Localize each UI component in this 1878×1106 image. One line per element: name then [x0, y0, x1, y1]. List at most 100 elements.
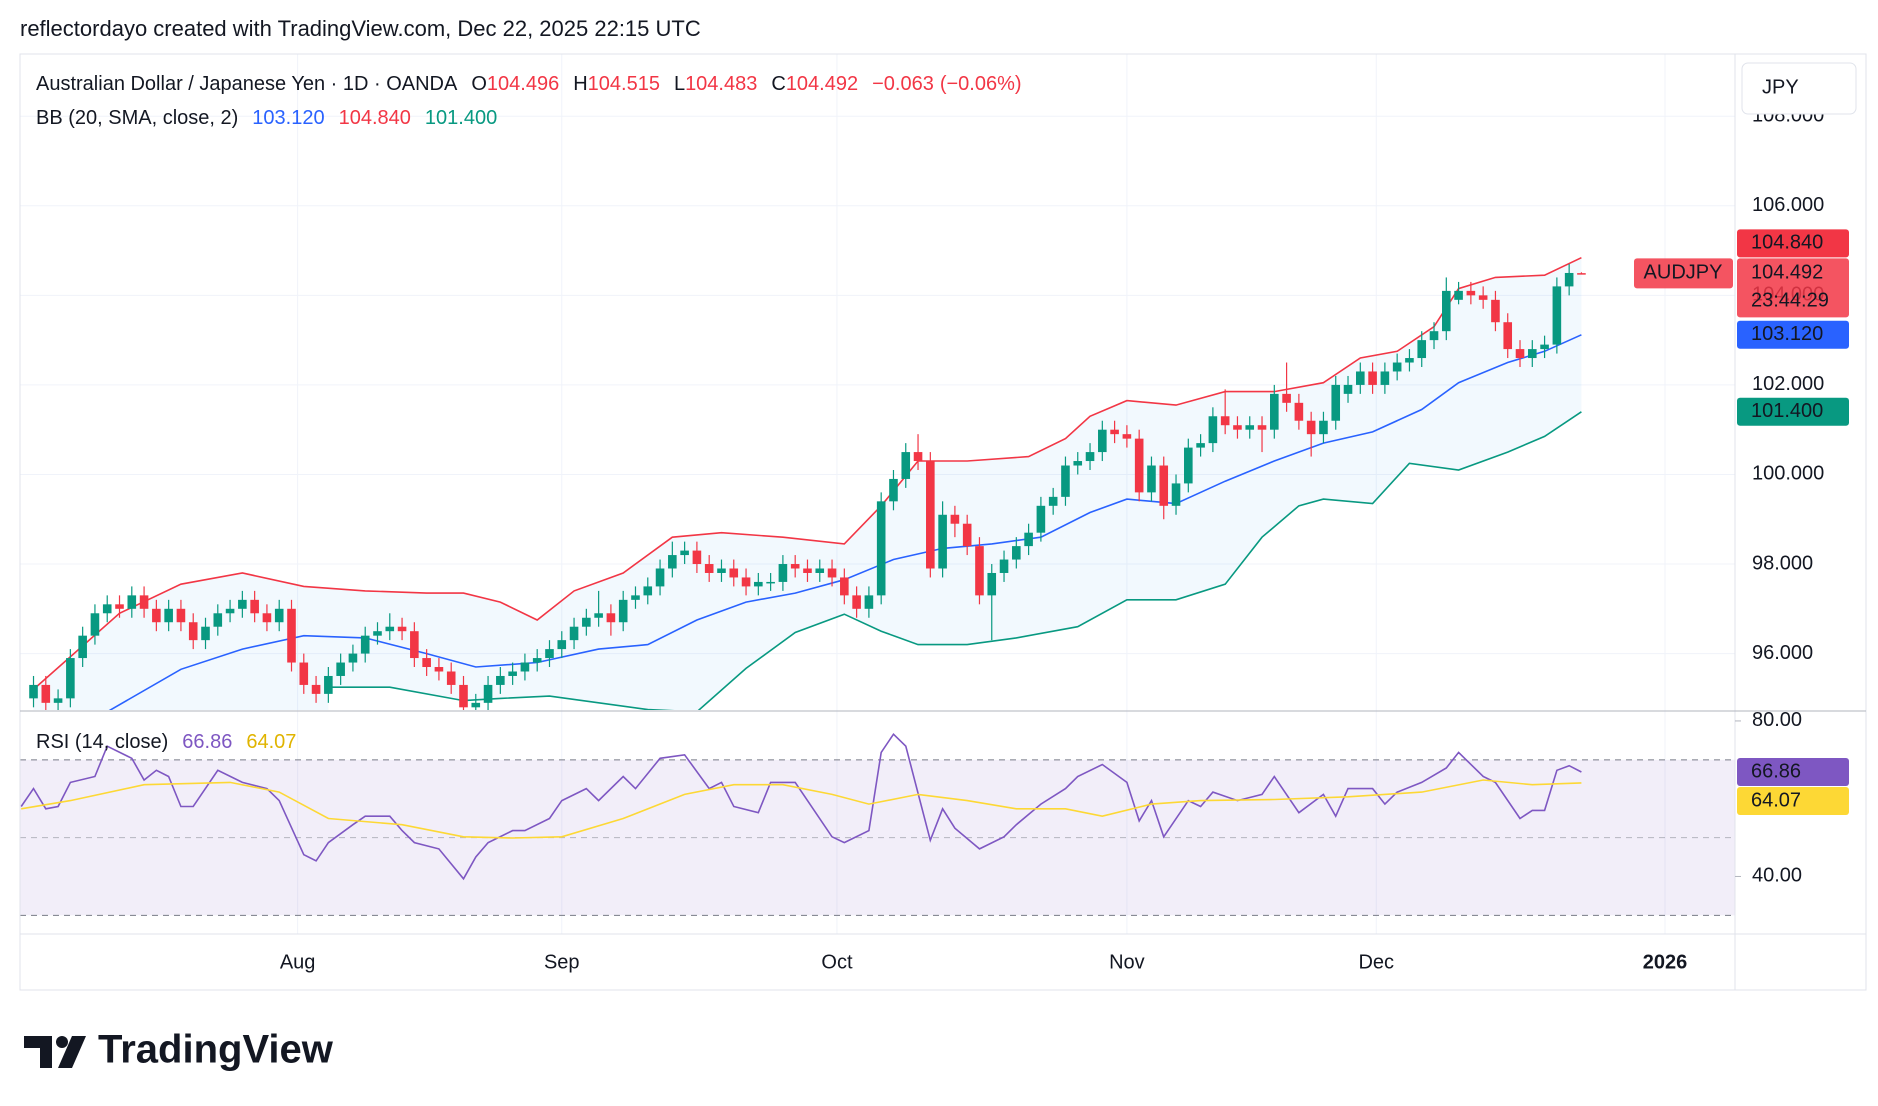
- candle-body: [1527, 349, 1537, 359]
- candle-body: [397, 626, 407, 632]
- indicator-label: BB (20, SMA, close, 2): [36, 107, 238, 129]
- change: −0.063: [872, 73, 934, 95]
- candle-body: [287, 608, 296, 663]
- candle-body: [410, 631, 419, 659]
- logo-mark: [58, 1036, 86, 1068]
- candle-body: [1540, 344, 1549, 350]
- candle-body: [1270, 393, 1279, 430]
- rsi-value: 66.86: [182, 731, 232, 753]
- ohlc-value: 104.496: [487, 73, 559, 95]
- legend: Australian Dollar / Japanese Yen · 1D · …: [36, 73, 1022, 753]
- candle-body: [483, 684, 493, 703]
- frame-border: [19, 53, 1867, 991]
- candle-body: [1171, 483, 1181, 506]
- candle-body: [557, 640, 567, 650]
- candle-body: [188, 622, 198, 641]
- candle-body: [262, 613, 272, 623]
- change-pct: (−0.06%): [940, 73, 1022, 95]
- legend-bb: BB (20, SMA, close, 2) 103.120 104.840 101.…: [36, 107, 497, 129]
- candle-body: [1380, 371, 1390, 385]
- candle-body: [668, 555, 677, 569]
- candle-body: [1012, 546, 1021, 560]
- x-tick-label: Nov: [1109, 951, 1145, 973]
- candle-body: [987, 572, 997, 596]
- currency-button[interactable]: [1741, 62, 1857, 115]
- candle-body: [311, 684, 321, 694]
- candle-body: [496, 675, 505, 685]
- candle-body: [840, 577, 849, 596]
- candle-body: [78, 635, 87, 659]
- band-tag: 104.840: [1751, 232, 1823, 254]
- candle-body: [434, 667, 444, 672]
- candle-body: [373, 631, 382, 636]
- rsi-tag-bg: [1737, 758, 1849, 787]
- candle-body: [643, 586, 653, 596]
- candle-body: [1429, 331, 1439, 341]
- symbol-title: Australian Dollar / Japanese Yen · 1D · …: [36, 73, 458, 95]
- candle-body: [1233, 425, 1242, 430]
- candle-body: [1564, 272, 1574, 287]
- candle-body: [1048, 496, 1058, 506]
- candle-body: [1503, 322, 1513, 350]
- frame: [19, 53, 1867, 991]
- candle-body: [66, 658, 75, 699]
- candle-body: [102, 604, 112, 614]
- candle-body: [1343, 384, 1353, 394]
- rsi-label: RSI (14, close): [36, 731, 168, 753]
- candle-body: [520, 662, 530, 672]
- x-tick-label: Aug: [280, 951, 316, 973]
- candle-body: [1306, 420, 1316, 435]
- band-tag: 103.120: [1751, 323, 1823, 345]
- candle-body: [1356, 371, 1365, 385]
- candle-body: [385, 626, 395, 632]
- candle-body: [1319, 420, 1328, 435]
- price-tag-bg: [1737, 258, 1849, 318]
- candle-body: [1368, 371, 1377, 385]
- candle-body: [1466, 290, 1476, 296]
- candle-body: [655, 568, 665, 587]
- candle-body: [1134, 438, 1144, 493]
- rsi-pane: [20, 732, 1735, 916]
- candle-body: [532, 658, 542, 663]
- logo-text: TradingView: [98, 1028, 334, 1072]
- candle-body: [471, 702, 481, 708]
- indicator-value: 103.120: [252, 107, 324, 129]
- candle-body: [1282, 393, 1291, 403]
- candle-body: [975, 546, 984, 596]
- x-tick-label: Dec: [1358, 951, 1394, 973]
- candle-body: [594, 613, 603, 618]
- rsi-line: [20, 732, 1582, 881]
- candle-body: [778, 564, 788, 582]
- candle-body: [680, 550, 689, 556]
- candle-body: [336, 662, 345, 676]
- ohlc-value: 104.492: [786, 73, 858, 95]
- y-tick-label: 96.000: [1752, 642, 1813, 664]
- candle-body: [1110, 429, 1119, 435]
- legend-main: Australian Dollar / Japanese Yen · 1D · …: [36, 73, 1022, 95]
- candle-body: [631, 595, 640, 600]
- candle-body: [1208, 416, 1218, 444]
- band-tag: 101.400: [1751, 400, 1823, 422]
- candle-body: [90, 613, 100, 636]
- credit: reflectordayo created with TradingView.c…: [20, 16, 701, 41]
- candle-body: [889, 478, 898, 502]
- candle-body: [901, 452, 911, 479]
- x-tick-label: Oct: [821, 951, 853, 973]
- y-tick-label: 100.000: [1752, 463, 1824, 485]
- candle-body: [1024, 532, 1033, 547]
- candle-body: [766, 581, 775, 584]
- ohlc-label: L: [674, 73, 685, 95]
- indicator-value: 101.400: [425, 107, 497, 129]
- candle-body: [324, 675, 333, 694]
- y-tick-label: 98.000: [1752, 552, 1813, 574]
- ohlc-label: O: [471, 73, 487, 95]
- ohlc-value: 104.483: [685, 73, 757, 95]
- ohlc-label: C: [771, 73, 785, 95]
- candle-body: [1061, 465, 1070, 497]
- rsi-line: [21, 779, 1582, 839]
- y-tick-label: 40.00: [1752, 865, 1802, 887]
- candle-body: [1417, 340, 1427, 359]
- candle-body: [1073, 461, 1083, 466]
- candle-body: [1442, 290, 1451, 332]
- logo-mark: [24, 1036, 52, 1068]
